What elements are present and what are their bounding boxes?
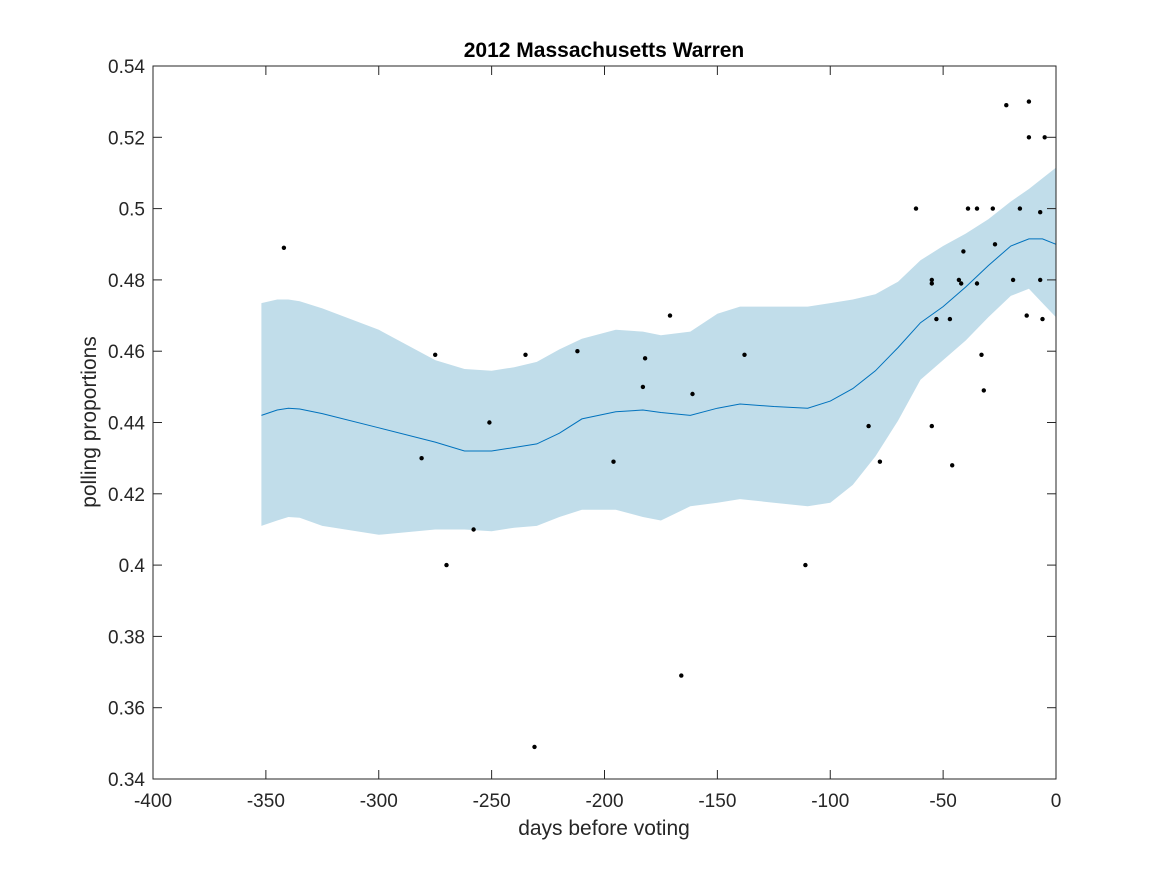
poll-point (679, 673, 684, 678)
poll-point (640, 384, 646, 390)
y-axis-title: polling proportions (78, 336, 101, 508)
poll-point (611, 459, 616, 464)
poll-point (690, 391, 695, 397)
x-tick-label: -250 (473, 791, 511, 812)
poll-point (433, 352, 438, 357)
poll-point (974, 206, 980, 211)
poll-point (487, 420, 492, 425)
poll-point (992, 242, 998, 247)
poll-point (1010, 277, 1016, 283)
poll-point (742, 352, 747, 357)
x-tick-label: -150 (698, 791, 736, 812)
poll-point (444, 562, 449, 568)
poll-point (1038, 277, 1043, 283)
poll-point (956, 277, 962, 283)
y-tick-label: 0.38 (108, 627, 145, 648)
y-tick-label: 0.5 (119, 200, 145, 221)
poll-point (803, 562, 808, 568)
trend-line (261, 238, 1057, 452)
poll-point (1042, 135, 1047, 140)
x-tick-label: -50 (929, 791, 956, 812)
chart-title: 2012 Massachusetts Warren (464, 39, 745, 62)
poll-point (974, 281, 980, 286)
poll-point (961, 249, 966, 254)
y-tick-label: 0.44 (108, 414, 145, 435)
poll-point (523, 352, 528, 357)
poll-point (667, 313, 673, 318)
poll-point (947, 316, 953, 322)
y-tick-label: 0.52 (108, 128, 145, 149)
poll-point (1024, 313, 1029, 318)
poll-point (1040, 316, 1045, 322)
x-tick-label: -200 (585, 791, 623, 812)
x-tick-label: -100 (811, 791, 849, 812)
poll-point (965, 206, 971, 211)
y-tick-label: 0.42 (108, 485, 145, 506)
y-tick-label: 0.4 (119, 556, 146, 577)
y-tick-label: 0.36 (108, 699, 145, 720)
poll-point (959, 281, 964, 286)
poll-point (471, 527, 476, 532)
y-tick-label: 0.46 (108, 342, 145, 363)
poll-point (877, 459, 883, 464)
poll-point (419, 456, 424, 461)
poll-point (929, 277, 934, 283)
poll-point (929, 423, 934, 429)
poll-point (934, 316, 939, 322)
poll-point (1026, 135, 1032, 140)
poll-point (1017, 206, 1023, 211)
y-tick-label: 0.34 (108, 770, 145, 791)
y-tick-label: 0.54 (108, 57, 145, 78)
y-tick-label: 0.48 (108, 271, 145, 292)
x-tick-label: -400 (134, 791, 172, 812)
poll-point (642, 356, 648, 361)
confidence-band (261, 167, 1056, 535)
poll-point (281, 245, 287, 250)
poll-point (575, 349, 580, 354)
poll-point (1004, 103, 1009, 108)
x-axis-title: days before voting (518, 817, 690, 840)
poll-point (913, 206, 919, 211)
x-tick-label: -350 (247, 791, 285, 812)
poll-point (979, 352, 984, 357)
poll-point (981, 388, 986, 393)
poll-point (1038, 210, 1043, 215)
poll-point (866, 423, 871, 429)
x-tick-label: -300 (360, 791, 398, 812)
poll-point (532, 744, 537, 750)
poll-point (929, 281, 934, 286)
x-tick-label: 0 (1051, 791, 1062, 812)
poll-point (1026, 99, 1032, 104)
poll-point (990, 206, 995, 211)
poll-point (950, 463, 955, 468)
